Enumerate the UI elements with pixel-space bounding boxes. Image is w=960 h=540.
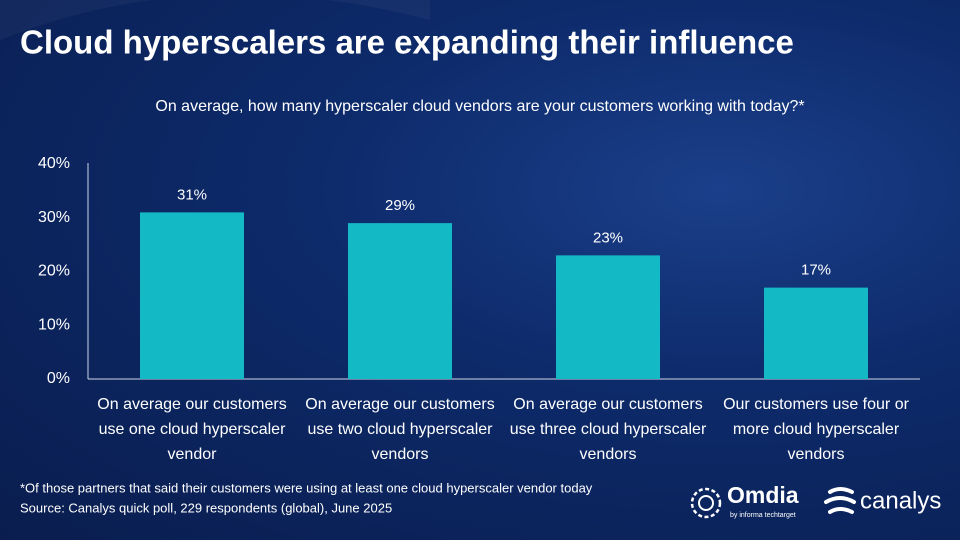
- y-tick-label: 0%: [47, 370, 70, 387]
- y-tick-label: 30%: [38, 209, 70, 226]
- bar: [348, 223, 452, 379]
- value-label: 23%: [593, 229, 623, 246]
- x-tick-label: On average our customers use three cloud…: [509, 396, 707, 463]
- omdia-logo: Omdia by informa techtarget: [690, 482, 799, 519]
- source: Source: Canalys quick poll, 229 responde…: [20, 500, 392, 515]
- omdia-wordmark: Omdia: [727, 482, 799, 508]
- canalys-icon: [824, 487, 856, 514]
- chart-subtitle: On average, how many hyperscaler cloud v…: [155, 98, 804, 115]
- value-label: 29%: [385, 197, 415, 214]
- y-tick-label: 40%: [38, 155, 70, 172]
- bar: [764, 287, 868, 379]
- canalys-wordmark: canalys: [860, 487, 941, 514]
- canalys-logo: canalys: [824, 487, 941, 514]
- value-label: 31%: [177, 186, 207, 203]
- omdia-icon: [690, 487, 722, 519]
- footnote: *Of those partners that said their custo…: [20, 480, 593, 495]
- y-tick-label: 10%: [38, 316, 70, 333]
- value-label: 17%: [801, 262, 831, 279]
- chart-title: Cloud hyperscalers are expanding their i…: [20, 24, 794, 61]
- x-tick-label: Our customers use four or more cloud hyp…: [723, 396, 909, 463]
- bar: [140, 212, 244, 379]
- x-tick-label: On average our customers use two cloud h…: [305, 396, 495, 463]
- background-shape: [0, 0, 430, 40]
- omdia-tagline: by informa techtarget: [730, 512, 796, 519]
- bar: [556, 255, 660, 379]
- x-tick-label: On average our customers use one cloud h…: [97, 396, 287, 463]
- omdia-icon-inner: [698, 495, 714, 511]
- y-tick-label: 20%: [38, 263, 70, 280]
